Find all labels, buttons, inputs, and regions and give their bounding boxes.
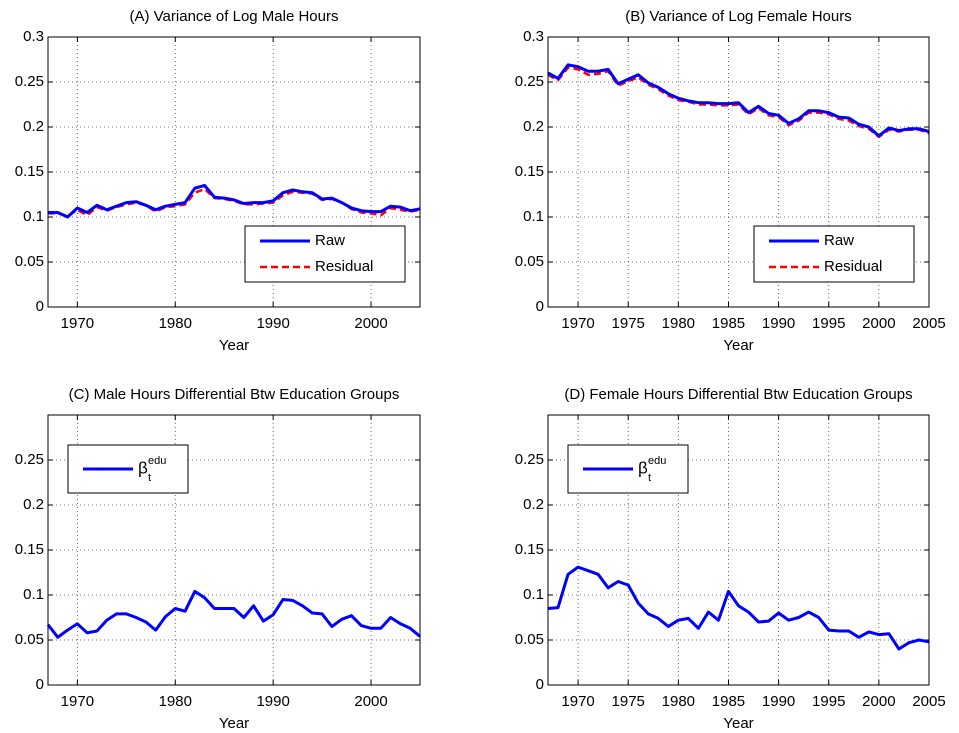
x-tick-label: 2000	[862, 693, 895, 710]
x-tick-label: 1980	[662, 693, 695, 710]
x-tick-label: 2005	[912, 315, 945, 332]
y-tick-label: 0.25	[515, 73, 544, 90]
x-tick-label: 1980	[662, 315, 695, 332]
y-tick-label: 0.25	[15, 451, 44, 468]
y-tick-label: 0.25	[15, 73, 44, 90]
x-tick-label: 1990	[762, 315, 795, 332]
x-tick-label: 2005	[912, 693, 945, 710]
y-tick-label: 0.05	[515, 631, 544, 648]
y-tick-label: 0.15	[515, 541, 544, 558]
x-tick-label: 1970	[561, 315, 594, 332]
x-tick-label: 1990	[256, 693, 289, 710]
legend-label: β	[138, 458, 148, 477]
y-tick-label: 0.3	[523, 28, 544, 45]
series-line	[46, 589, 421, 639]
y-tick-label: 0	[536, 298, 544, 315]
legend-subscript: t	[148, 472, 151, 484]
chart-title: (A) Variance of Log Male Hours	[130, 8, 339, 25]
x-tick-label: 1995	[812, 693, 845, 710]
y-tick-label: 0	[36, 676, 44, 693]
x-axis-label: Year	[723, 715, 753, 732]
x-tick-label: 2000	[354, 315, 387, 332]
y-tick-label: 0	[536, 676, 544, 693]
x-axis-label: Year	[219, 715, 249, 732]
y-tick-label: 0.2	[23, 118, 44, 135]
y-tick-label: 0.1	[23, 208, 44, 225]
x-tick-label: 1970	[61, 315, 94, 332]
y-tick-label: 0.2	[523, 118, 544, 135]
x-tick-label: 2000	[862, 315, 895, 332]
x-tick-label: 1980	[159, 315, 192, 332]
axes-frame	[547, 414, 930, 686]
axes-frame	[47, 36, 421, 308]
series-line	[547, 63, 930, 138]
x-tick-label: 1975	[612, 315, 645, 332]
axes-frame	[547, 36, 930, 308]
x-tick-label: 1985	[712, 315, 745, 332]
x-tick-label: 1980	[159, 693, 192, 710]
x-tick-label: 2000	[354, 693, 387, 710]
legend-superscript: edu	[148, 455, 166, 467]
legend-label: Raw	[315, 232, 345, 249]
y-tick-label: 0.05	[515, 253, 544, 270]
chart-title: (D) Female Hours Differential Btw Educat…	[564, 386, 912, 403]
y-tick-label: 0.25	[515, 451, 544, 468]
y-tick-label: 0.2	[23, 496, 44, 513]
legend-box	[244, 225, 406, 283]
x-tick-label: 1970	[61, 693, 94, 710]
y-tick-label: 0	[36, 298, 44, 315]
y-tick-label: 0.1	[23, 586, 44, 603]
legend-label: β	[638, 458, 648, 477]
legend-box	[753, 225, 915, 283]
x-tick-label: 1990	[256, 315, 289, 332]
x-tick-label: 1990	[762, 693, 795, 710]
legend-label: Raw	[824, 232, 854, 249]
legend-subscript: t	[648, 472, 651, 484]
chart-title: (B) Variance of Log Female Hours	[625, 8, 852, 25]
y-tick-label: 0.1	[523, 586, 544, 603]
x-tick-label: 1985	[712, 693, 745, 710]
x-tick-label: 1995	[812, 315, 845, 332]
y-tick-label: 0.1	[523, 208, 544, 225]
y-tick-label: 0.05	[15, 253, 44, 270]
legend-label: Residual	[824, 258, 882, 275]
series-line	[48, 184, 421, 219]
x-axis-label: Year	[723, 337, 753, 354]
y-tick-label: 0.15	[15, 163, 44, 180]
y-tick-label: 0.15	[515, 163, 544, 180]
series-line	[547, 565, 930, 651]
y-tick-label: 0.15	[15, 541, 44, 558]
x-tick-label: 1975	[612, 693, 645, 710]
chart-title: (C) Male Hours Differential Btw Educatio…	[69, 386, 400, 403]
legend-label: Residual	[315, 258, 373, 275]
legend-superscript: edu	[648, 455, 666, 467]
axes-frame	[47, 414, 421, 686]
y-tick-label: 0.05	[15, 631, 44, 648]
y-tick-label: 0.2	[523, 496, 544, 513]
y-tick-label: 0.3	[23, 28, 44, 45]
x-axis-label: Year	[219, 337, 249, 354]
x-tick-label: 1970	[561, 693, 594, 710]
